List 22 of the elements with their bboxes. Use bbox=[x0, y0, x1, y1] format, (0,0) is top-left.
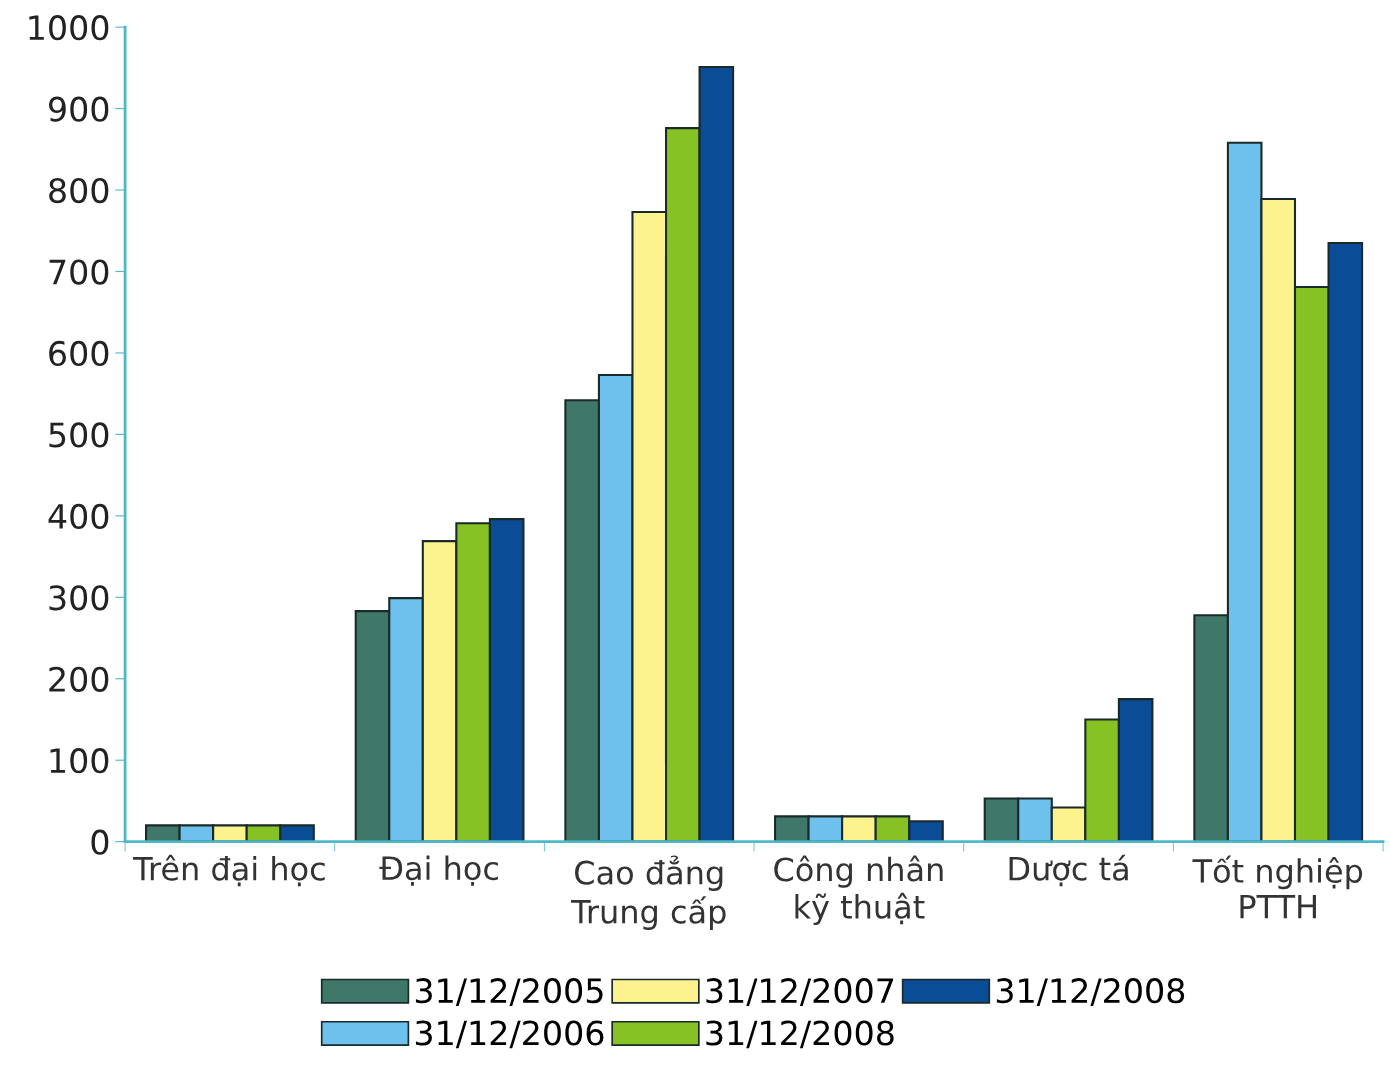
x-tick-label: Dược tá bbox=[1009, 854, 1128, 887]
x-tick-label: Cao đẳng Trung cấp bbox=[571, 855, 726, 930]
y-tick-label: 200 bbox=[49, 666, 109, 692]
y-tick-label: 1000 bbox=[29, 15, 109, 41]
x-tick-label: Công nhân kỹ thuật bbox=[774, 855, 943, 926]
legend-label: 31/12/2008 bbox=[706, 1020, 894, 1049]
y-tick-label: 700 bbox=[49, 259, 109, 285]
x-tick-label: Đại học bbox=[379, 855, 498, 886]
legend-label: 31/12/2005 bbox=[415, 978, 603, 1006]
y-tick-label: 500 bbox=[49, 422, 109, 448]
legend-label: 31/12/2008 bbox=[996, 978, 1185, 1006]
legend-label: 31/12/2007 bbox=[706, 978, 894, 1006]
y-tick-label: 100 bbox=[50, 748, 109, 774]
y-tick-label: 600 bbox=[49, 340, 109, 367]
y-tick-label: 900 bbox=[48, 96, 109, 122]
y-tick-label: 300 bbox=[49, 585, 109, 611]
y-tick-label: 400 bbox=[48, 503, 109, 529]
x-tick-label: Tốt nghiệp PTTH bbox=[1192, 855, 1363, 919]
legend-label: 31/12/2006 bbox=[415, 1020, 604, 1049]
y-tick-label: 0 bbox=[91, 829, 109, 855]
x-tick-label: Trên đại học bbox=[133, 854, 325, 887]
y-tick-label: 800 bbox=[49, 177, 109, 204]
